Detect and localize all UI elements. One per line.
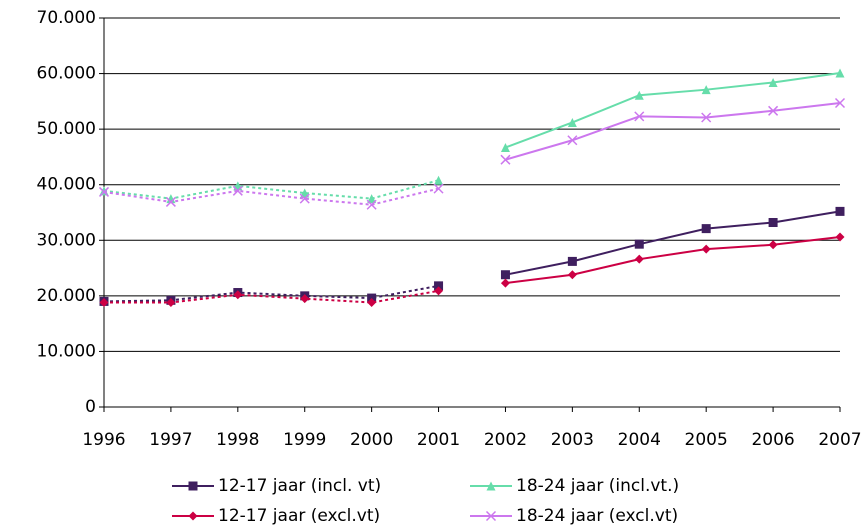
data-point	[701, 244, 711, 254]
data-point	[299, 193, 310, 204]
legend-label: 18-24 jaar (excl.vt)	[516, 506, 678, 526]
data-point	[768, 105, 779, 116]
y-tick-label: 0	[85, 397, 96, 417]
y-tick-label: 20.000	[37, 286, 96, 306]
legend-marker	[188, 511, 198, 521]
data-point	[98, 186, 110, 197]
legend-label: 18-24 jaar (incl.vt.)	[516, 476, 679, 496]
data-point	[99, 298, 109, 308]
data-point	[367, 194, 377, 204]
x-tick-label: 1996	[82, 430, 125, 450]
y-tick-label: 60.000	[37, 64, 96, 84]
data-point	[232, 185, 243, 196]
y-tick-label: 30.000	[37, 230, 96, 250]
data-point	[166, 298, 176, 308]
x-tick-label: 2001	[417, 430, 460, 450]
legend-label: 12-17 jaar (excl.vt)	[218, 506, 380, 526]
data-point	[634, 254, 644, 264]
data-point	[634, 111, 645, 122]
data-point	[500, 142, 510, 152]
data-point	[701, 112, 712, 123]
series-line	[103, 187, 439, 206]
y-tick-label: 10.000	[37, 341, 96, 361]
data-point	[701, 85, 711, 95]
data-point	[99, 186, 109, 196]
data-point	[434, 286, 444, 296]
series-line	[104, 289, 439, 304]
x-tick-label: 2005	[685, 430, 728, 450]
series-line	[505, 210, 841, 276]
x-tick-label: 1999	[283, 430, 326, 450]
data-point	[433, 183, 444, 194]
data-point	[233, 290, 243, 300]
data-point	[165, 196, 176, 207]
y-tick-label: 40.000	[37, 175, 96, 195]
data-point	[500, 154, 511, 165]
data-point	[567, 256, 577, 266]
data-point	[434, 281, 444, 291]
data-point	[500, 278, 510, 288]
x-tick-label: 2007	[818, 430, 861, 450]
data-point	[634, 239, 644, 249]
legend-marker	[188, 481, 198, 491]
y-tick-label: 70.000	[37, 8, 96, 28]
data-point	[567, 117, 577, 127]
series-line	[103, 179, 439, 200]
series-line	[505, 102, 841, 161]
data-point	[634, 90, 644, 100]
data-point	[300, 294, 310, 304]
data-point	[834, 97, 846, 109]
data-point	[434, 175, 444, 185]
data-point	[567, 270, 577, 280]
data-point	[768, 240, 778, 250]
series-line	[505, 235, 841, 285]
data-point	[367, 298, 377, 308]
data-point	[768, 77, 778, 87]
data-point	[835, 232, 845, 242]
legend-marker	[486, 481, 496, 491]
series-line	[103, 284, 439, 303]
series-line	[505, 72, 841, 149]
x-tick-label: 1997	[149, 430, 192, 450]
legend-marker	[485, 510, 497, 522]
x-tick-label: 1998	[216, 430, 259, 450]
x-tick-label: 2004	[618, 430, 661, 450]
data-point	[835, 206, 845, 216]
data-point	[366, 199, 377, 210]
x-tick-label: 2006	[751, 430, 794, 450]
x-tick-label: 2000	[350, 430, 393, 450]
data-point	[701, 224, 711, 234]
data-point	[567, 135, 578, 146]
data-point	[768, 218, 778, 228]
y-tick-label: 50.000	[37, 119, 96, 139]
x-tick-label: 2002	[484, 430, 527, 450]
legend-label: 12-17 jaar (incl. vt)	[218, 476, 381, 496]
x-tick-label: 2003	[551, 430, 594, 450]
data-point	[500, 270, 510, 280]
data-point	[835, 68, 845, 78]
data-point	[166, 194, 176, 204]
